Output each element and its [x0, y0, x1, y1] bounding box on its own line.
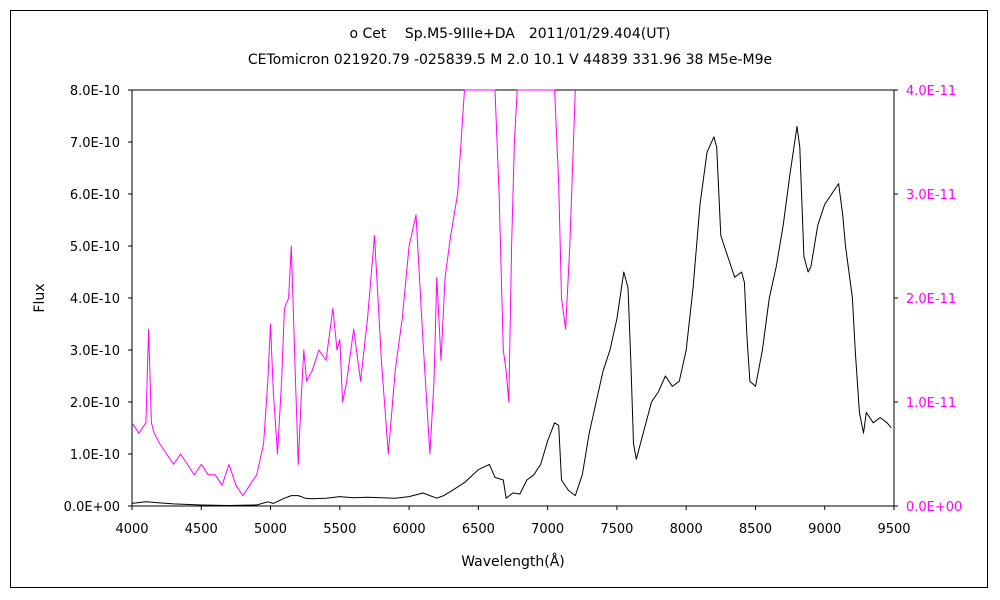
x-tick-label: 4000 [115, 522, 148, 537]
x-tick-label: 6500 [462, 522, 495, 537]
chart-frame [10, 10, 988, 588]
x-axis: 4000 4500 5000 5500 6000 6500 7000 7500 8000 8500… [115, 506, 911, 537]
right-axis: 0.0E+00 1.0E-11 2.0E-11 3.0E-11 4.0E-11 [894, 84, 962, 515]
series-line-black [131, 125, 892, 506]
left-tick-label: 6.0E-10 [70, 188, 120, 203]
left-tick-label: 0.0E+00 [64, 500, 120, 515]
series-line-magenta [131, 89, 576, 497]
y-axis-label: Flux [32, 283, 48, 312]
plot-area [131, 89, 895, 507]
right-tick-label: 2.0E-11 [906, 292, 956, 307]
left-tick-label: 3.0E-10 [70, 344, 120, 359]
right-tick-label: 4.0E-11 [906, 84, 956, 99]
left-tick-label: 1.0E-10 [70, 448, 120, 463]
left-tick-label: 8.0E-10 [70, 84, 120, 99]
series-layer [131, 89, 892, 506]
right-tick-label: 1.0E-11 [906, 396, 956, 411]
x-tick-label: 8500 [739, 522, 772, 537]
x-tick-label: 7500 [600, 522, 633, 537]
x-tick-label: 9000 [808, 522, 841, 537]
left-tick-label: 7.0E-10 [70, 136, 120, 151]
x-tick-label: 9500 [877, 522, 910, 537]
left-axis: 0.0E+00 1.0E-10 2.0E-10 3.0E-10 4.0E-10 5.0E-… [64, 84, 132, 515]
x-axis-label: Wavelength(Å) [461, 553, 565, 570]
left-tick-label: 2.0E-10 [70, 396, 120, 411]
x-tick-label: 6000 [393, 522, 426, 537]
left-tick-label: 4.0E-10 [70, 292, 120, 307]
left-tick-label: 5.0E-10 [70, 240, 120, 255]
x-tick-label: 4500 [185, 522, 218, 537]
right-tick-label: 3.0E-11 [906, 188, 956, 203]
x-tick-label: 8000 [670, 522, 703, 537]
chart-title: ο Cet Sp.M5-9IIIe+DA 2011/01/29.404(UT) [350, 26, 671, 42]
x-tick-label: 5000 [254, 522, 287, 537]
x-tick-label: 5500 [323, 522, 356, 537]
right-tick-label: 0.0E+00 [906, 500, 962, 515]
chart-subtitle: CETomicron 021920.79 -025839.5 M 2.0 10.… [248, 52, 772, 68]
x-tick-label: 7000 [531, 522, 564, 537]
